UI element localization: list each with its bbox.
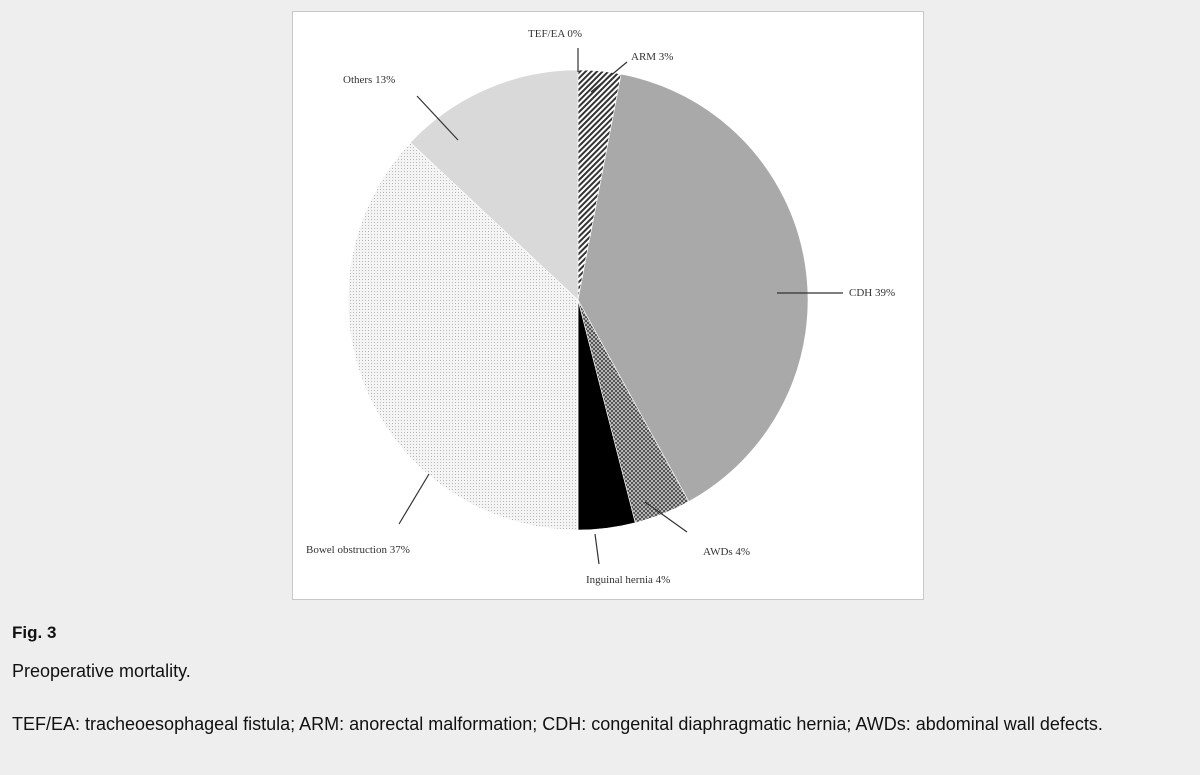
slice-label-arm: ARM 3% [631, 51, 673, 63]
pie-slice-cdh [577, 73, 809, 502]
slice-label-cdh: CDH 39% [849, 287, 895, 299]
figure-label: Fig. 3 [12, 623, 57, 642]
figure-note: TEF/EA: tracheoesophageal fistula; ARM: … [12, 714, 1103, 734]
slice-label-inguinal-hernia: Inguinal hernia 4% [586, 574, 670, 586]
leader-line-arm [590, 61, 628, 93]
pie-slice-bowel-obstruction [347, 142, 579, 531]
slice-label-tef-ea: TEF/EA 0% [528, 28, 582, 40]
chart-figure: TEF/EA 0% ARM 3% CDH 39% AWDs 4% Inguinal he… [292, 11, 924, 600]
leader-line-inguinal-hernia [594, 533, 600, 565]
leader-line-awds [644, 501, 688, 533]
slice-label-bowel-obstruction: Bowel obstruction 37% [306, 544, 410, 556]
leader-line-bowel-obstruction [398, 473, 430, 525]
pie-slice-others [409, 69, 579, 301]
pie-chart: TEF/EA 0% ARM 3% CDH 39% AWDs 4% Inguinal he… [306, 28, 895, 586]
leader-line-others [416, 95, 459, 141]
slice-label-others: Others 13% [343, 74, 395, 86]
slice-label-awds: AWDs 4% [703, 546, 750, 558]
figure-title: Preoperative mortality. [12, 661, 191, 681]
